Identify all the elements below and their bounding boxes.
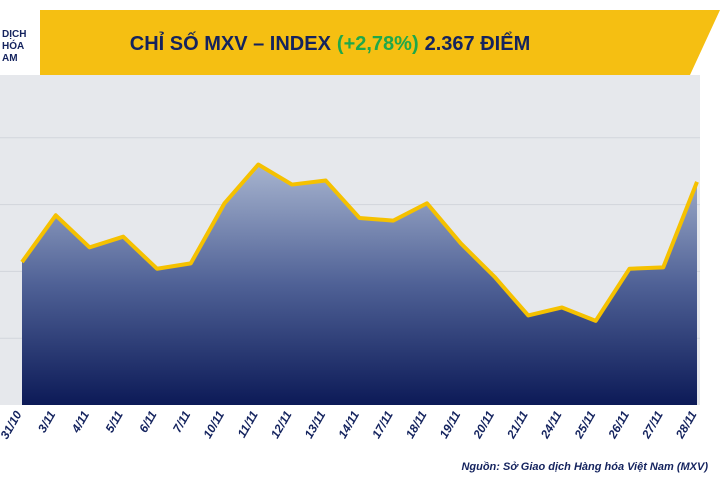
x-tick-label: 3/11 xyxy=(35,408,59,435)
x-tick-label: 13/11 xyxy=(302,408,329,441)
x-tick-label: 10/11 xyxy=(200,408,227,441)
x-tick-label: 24/11 xyxy=(537,408,564,441)
source: Nguồn: Sở Giao dịch Hàng hóa Việt Nam (M… xyxy=(461,461,708,473)
x-tick-label: 5/11 xyxy=(102,408,126,435)
x-tick-label: 6/11 xyxy=(136,408,160,435)
x-tick-label: 12/11 xyxy=(268,408,295,441)
x-tick-label: 4/11 xyxy=(68,408,92,436)
title-banner xyxy=(0,10,720,75)
x-tick-label: 25/11 xyxy=(571,408,598,441)
x-tick-label: 17/11 xyxy=(369,408,396,441)
x-tick-label: 21/11 xyxy=(504,408,531,441)
logo-text: DỊCH xyxy=(2,29,26,40)
x-tick-label: 18/11 xyxy=(403,408,430,441)
title-part: 2.367 ĐIỂM xyxy=(425,32,531,55)
x-tick-label: 20/11 xyxy=(470,408,497,441)
title-part: (+2,78%) xyxy=(337,33,419,55)
x-tick-label: 19/11 xyxy=(437,408,464,441)
line xyxy=(20,162,699,323)
x-tick-label: 28/11 xyxy=(672,408,699,441)
x-tick-label: 26/11 xyxy=(605,408,632,441)
area xyxy=(22,164,697,405)
chart-title: CHỈ SỐ MXV – INDEX (+2,78%) 2.367 ĐIỂM xyxy=(130,31,530,55)
x-tick-label: 27/11 xyxy=(639,408,666,441)
logo-box xyxy=(0,10,40,75)
logo-text: HÓA xyxy=(2,39,24,52)
title-part: CHỈ SỐ MXV – INDEX xyxy=(130,31,332,55)
logo-text: AM xyxy=(2,53,18,64)
x-tick-label: 7/11 xyxy=(170,408,194,435)
x-tick-label: 11/11 xyxy=(235,408,261,440)
x-tick-label: 31/10 xyxy=(0,408,25,441)
x-tick-label: 14/11 xyxy=(335,408,362,441)
